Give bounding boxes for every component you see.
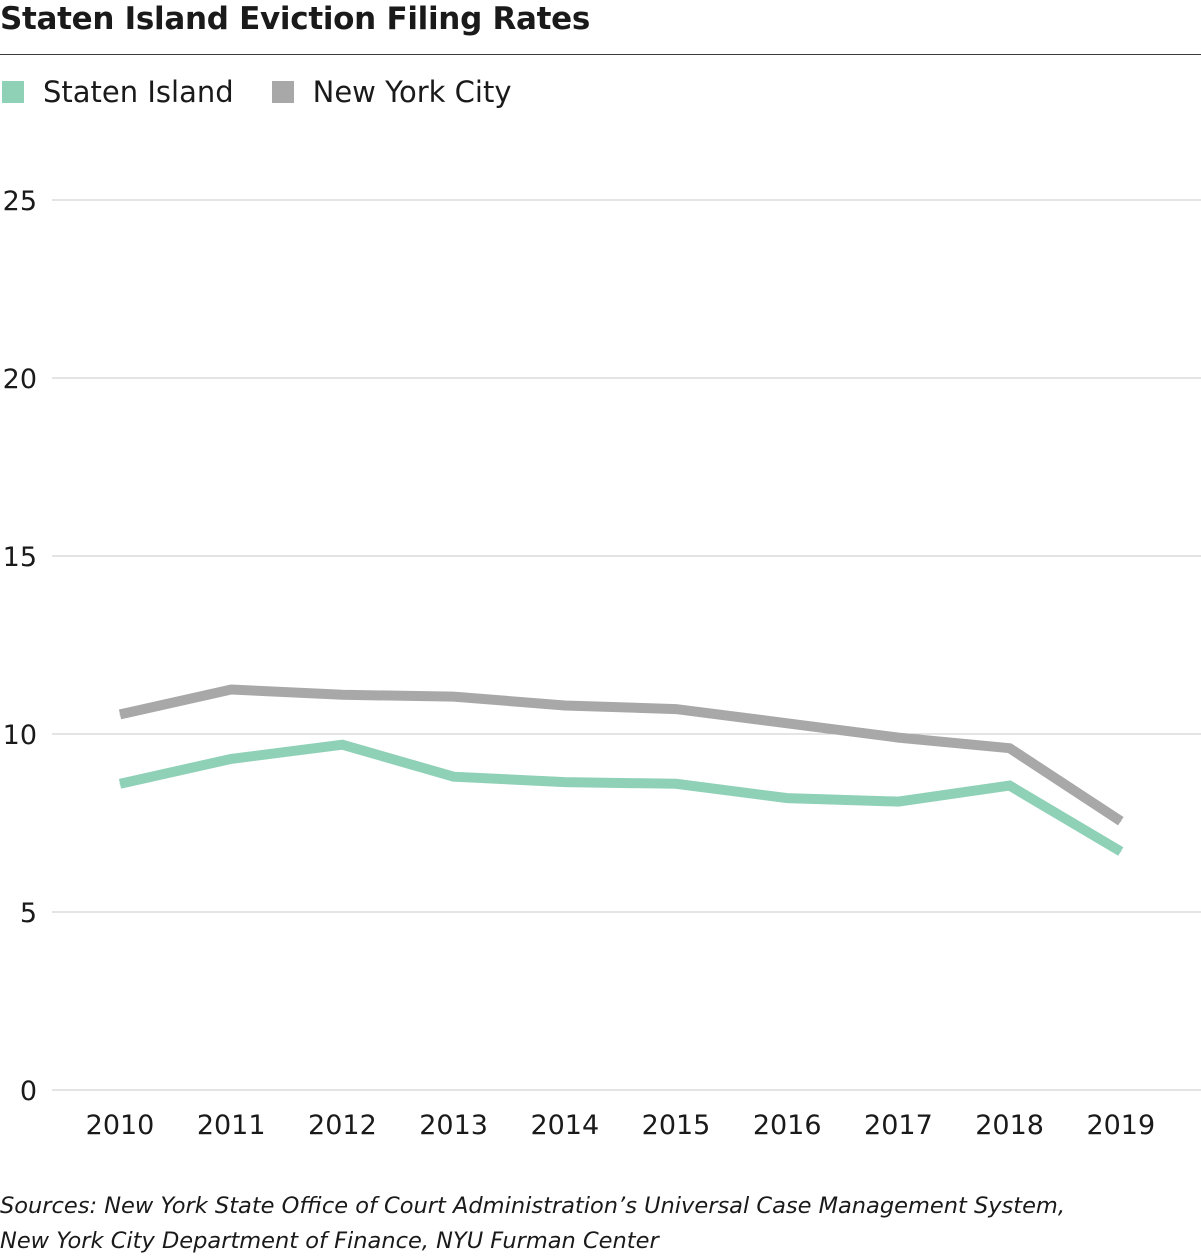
data-point-staten-island-2015 [675, 783, 677, 785]
x-tick-label-2016: 2016 [753, 1110, 822, 1141]
data-point-new-york-city-2016 [786, 722, 788, 724]
x-tick-label-2010: 2010 [86, 1110, 155, 1141]
data-point-staten-island-2016 [786, 797, 788, 799]
y-tick-label-10: 10 [3, 720, 37, 751]
data-point-staten-island-2010 [119, 783, 121, 785]
y-tick-label-0: 0 [20, 1076, 37, 1107]
legend-swatch-new-york-city [271, 81, 294, 103]
y-tick-label-15: 15 [3, 542, 37, 573]
legend-swatch-staten-island [2, 81, 24, 103]
chart-title: Staten Island Eviction Filing Rates [0, 1, 591, 37]
data-point-staten-island-2011 [230, 758, 232, 760]
legend-label-new-york-city: New York City [312, 75, 512, 109]
data-point-new-york-city-2019 [1120, 820, 1122, 822]
x-tick-label-2019: 2019 [1086, 1110, 1155, 1141]
x-tick-label-2015: 2015 [642, 1110, 711, 1141]
y-axis-tick-labels: 0 5 10 15 20 25 [3, 186, 37, 1107]
data-point-staten-island-2014 [564, 781, 566, 783]
series-line-new-york-city [118, 684, 1124, 826]
data-point-new-york-city-2018 [1009, 747, 1011, 749]
x-tick-label-2011: 2011 [197, 1110, 266, 1141]
title-divider [0, 54, 1201, 55]
series-line-staten-island [118, 739, 1124, 856]
data-point-staten-island-2018 [1009, 785, 1011, 787]
x-tick-label-2013: 2013 [419, 1110, 488, 1141]
x-axis-tick-labels: 2010 2011 2012 2013 2014 2015 2016 2017 2018 2019 [86, 1110, 1156, 1141]
sources-line-1: Sources: New York State Office of Court … [0, 1193, 1066, 1219]
data-point-new-york-city-2017 [897, 737, 899, 739]
sources-note: Sources: New York State Office of Court … [0, 1189, 1190, 1259]
data-point-staten-island-2012 [341, 744, 343, 746]
legend-label-staten-island: Staten Island [43, 75, 234, 109]
legend-item-new-york-city: New York City [271, 75, 512, 109]
legend-item-staten-island: Staten Island [2, 75, 234, 109]
x-tick-label-2018: 2018 [975, 1110, 1044, 1141]
grid-lines [52, 199, 1201, 1091]
data-point-new-york-city-2011 [230, 689, 232, 690]
data-point-new-york-city-2015 [675, 708, 677, 710]
chart-legend: Staten Island New York City [2, 72, 550, 112]
y-tick-label-25: 25 [3, 186, 37, 217]
data-point-staten-island-2019 [1120, 850, 1122, 852]
data-point-staten-island-2017 [897, 801, 899, 803]
x-tick-label-2014: 2014 [530, 1110, 599, 1141]
data-point-new-york-city-2012 [341, 694, 343, 696]
data-point-staten-island-2013 [453, 776, 455, 778]
y-tick-label-5: 5 [20, 898, 37, 929]
x-tick-label-2017: 2017 [864, 1110, 933, 1141]
data-series [118, 684, 1124, 856]
y-tick-label-20: 20 [3, 364, 37, 395]
data-point-new-york-city-2014 [564, 705, 566, 707]
sources-line-2: New York City Department of Finance, NYU… [0, 1228, 659, 1254]
data-point-new-york-city-2013 [453, 696, 455, 698]
data-point-new-york-city-2010 [119, 713, 121, 715]
x-tick-label-2012: 2012 [308, 1110, 377, 1141]
